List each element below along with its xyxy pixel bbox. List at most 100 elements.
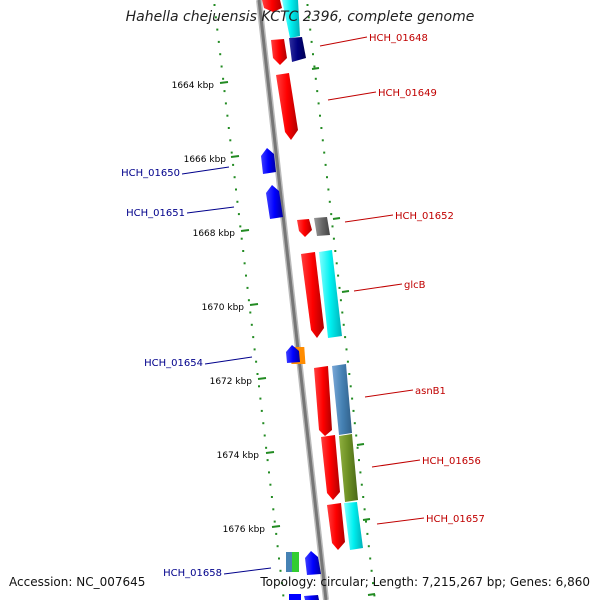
ruler-dot <box>321 139 324 142</box>
gene-arrow-glcb-cyan[interactable] <box>319 250 342 338</box>
ruler-dot <box>335 262 338 265</box>
gene-label-asnb1[interactable]: asnB1 <box>364 386 446 398</box>
ruler-tick: 1670 kbp <box>202 303 259 313</box>
ruler-dot <box>362 496 365 498</box>
gene-label-text: HCH_01651 <box>126 208 185 219</box>
gene-arrow-hch-01654[interactable] <box>286 345 300 363</box>
gene-arrow-hch-01658[interactable] <box>305 551 321 575</box>
gene-arrow-asnb1[interactable] <box>314 366 332 436</box>
gene-label-text: HCH_01650 <box>121 168 180 179</box>
ruler-dot <box>269 483 272 486</box>
gene-arrow-hch-01656-olive[interactable] <box>339 434 358 502</box>
gene-label-text: HCH_01657 <box>426 514 485 525</box>
ruler-dot <box>232 163 235 166</box>
ruler-dot <box>319 114 321 117</box>
gene-label-hch-01652[interactable]: HCH_01652 <box>344 211 454 223</box>
gene-arrow-hch-01656[interactable] <box>321 435 340 500</box>
ruler-dot <box>236 200 239 203</box>
gene-arrow-glcb[interactable] <box>301 252 324 338</box>
ruler-dot <box>352 409 355 412</box>
gene-box-hch-01658-steel[interactable] <box>286 552 293 572</box>
gene-label-text: glcB <box>404 280 426 291</box>
gene-label-hch-01658[interactable]: HCH_01658 <box>163 567 272 579</box>
ruler-dot <box>327 188 330 191</box>
gene-label-hch-01649[interactable]: HCH_01649 <box>327 88 437 101</box>
gene-arrow-asnb1-steel[interactable] <box>332 364 352 435</box>
ruler-dot <box>306 4 309 6</box>
gene-label-text: HCH_01658 <box>163 568 222 579</box>
ruler-dot <box>224 102 227 105</box>
ruler-tick-label: 1672 kbp <box>210 377 253 387</box>
gene-arrow-bottom[interactable] <box>304 595 319 600</box>
gene-label-text: HCH_01652 <box>395 211 454 222</box>
ruler-tick: 1664 kbp <box>172 81 229 91</box>
gene-box-hch-01658-green[interactable] <box>292 552 299 572</box>
ruler-tick-label: 1666 kbp <box>184 155 227 165</box>
ruler-tick-label: 1668 kbp <box>193 229 236 239</box>
ruler-dot <box>339 299 342 302</box>
ruler-dot <box>216 28 219 31</box>
ruler-ticks: 1664 kbp 1666 kbp 1668 kbp 1670 kbp 1672… <box>172 81 281 535</box>
gene-arrow-hch-01649[interactable] <box>276 73 298 140</box>
ruler-dot <box>328 200 331 203</box>
gene-label-text: HCH_01654 <box>144 358 203 369</box>
gene-arrow-hch-01648-navy[interactable] <box>289 37 306 62</box>
gene-label-hch-01654[interactable]: HCH_01654 <box>144 356 253 369</box>
ruler-dot <box>258 385 260 388</box>
genome-backbone <box>256 0 329 600</box>
gene-arrow-hch-01657-cyan[interactable] <box>344 502 363 550</box>
ruler-dot <box>239 225 242 228</box>
ruler-dot <box>278 557 280 560</box>
ruler-dot <box>213 4 216 6</box>
ruler-dot <box>217 40 220 43</box>
ruler-tick-label: 1676 kbp <box>223 525 266 535</box>
gene-label-hch-01650[interactable]: HCH_01650 <box>121 166 230 179</box>
ruler-dot <box>270 496 273 498</box>
ruler-dot <box>268 471 270 474</box>
gene-label-hch-01648[interactable]: HCH_01648 <box>319 33 428 47</box>
forward-gene-labels: HCH_01648 HCH_01649 HCH_01652 glcB asnB1… <box>319 33 485 525</box>
ruler-dot <box>235 188 237 191</box>
ruler-dot <box>246 286 249 289</box>
ruler-dot <box>312 53 314 56</box>
ruler-tick-label: 1664 kbp <box>172 81 215 91</box>
ruler-dot <box>334 250 337 252</box>
gene-box-bottom[interactable] <box>289 594 301 600</box>
gene-arrow-hch-01648[interactable] <box>271 39 287 65</box>
ruler-dot <box>314 77 317 80</box>
ruler-dot <box>332 237 335 240</box>
gene-arrow-hch-01651[interactable] <box>266 185 283 219</box>
ruler-dot <box>359 471 362 474</box>
ruler-tick-label: 1674 kbp <box>217 451 260 461</box>
ruler-dot <box>341 311 344 314</box>
ruler-dot <box>266 459 269 462</box>
gene-label-glcb[interactable]: glcB <box>353 280 426 292</box>
gene-arrow-hch-01657[interactable] <box>327 503 345 550</box>
ruler-tick: 1674 kbp <box>217 451 275 461</box>
gene-arrow-hch-01652-grey[interactable] <box>314 217 330 236</box>
gene-arrow-hch-01652[interactable] <box>297 219 312 237</box>
ruler-dot <box>367 545 370 548</box>
ruler-dot <box>240 237 243 240</box>
gene-label-text: asnB1 <box>415 386 446 397</box>
gene-label-hch-01656[interactable]: HCH_01656 <box>371 456 481 468</box>
ruler-dot <box>233 176 236 179</box>
ruler-dot <box>358 459 360 462</box>
ruler-dot <box>353 422 356 425</box>
ruler-dot <box>373 594 376 597</box>
ruler-dot <box>355 434 358 437</box>
gene-arrow-hch-01647b[interactable] <box>282 0 300 38</box>
ruler-tick: 1666 kbp <box>184 155 240 165</box>
gene-label-hch-01657[interactable]: HCH_01657 <box>376 514 485 525</box>
gene-label-hch-01651[interactable]: HCH_01651 <box>126 206 235 219</box>
ruler-dot <box>330 213 333 216</box>
gene-arrow-hch-01647[interactable] <box>262 0 282 12</box>
gene-arrow-hch-01650[interactable] <box>261 148 276 174</box>
ruler-dot <box>331 225 334 228</box>
ruler-dot <box>324 163 327 166</box>
ruler-dot <box>249 311 252 314</box>
ruler-dot <box>220 65 223 68</box>
outer-ticks <box>311 67 376 596</box>
ruler-dot <box>351 397 354 400</box>
